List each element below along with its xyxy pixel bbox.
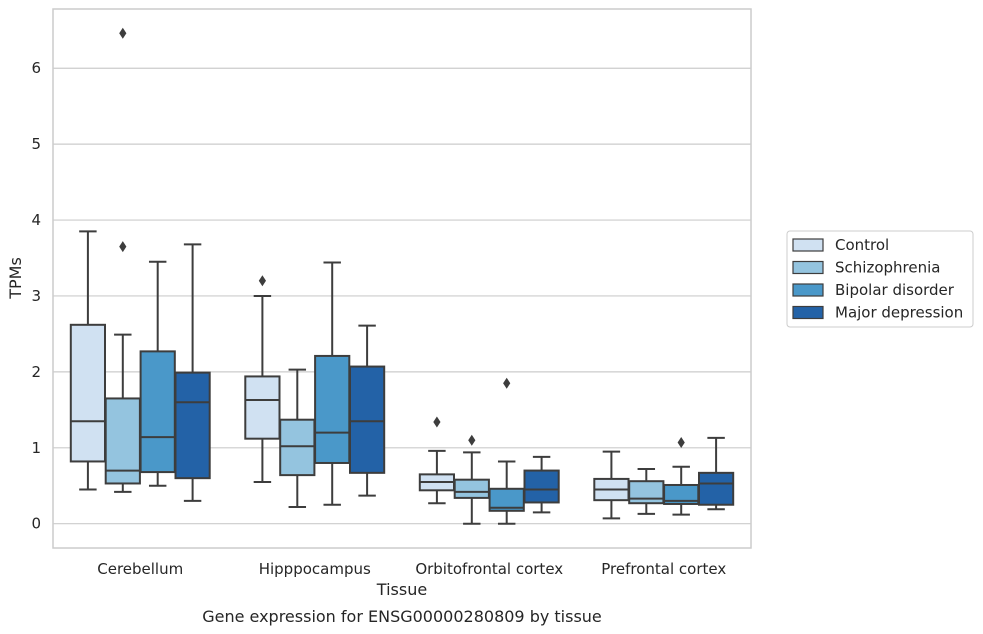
legend-swatch — [792, 305, 824, 320]
box-3-0 — [593, 450, 630, 520]
outlier-point — [468, 434, 476, 446]
outlier-point — [258, 275, 266, 287]
box-3-3 — [697, 436, 735, 511]
boxes-layer — [69, 27, 735, 525]
legend: Control Schizophrenia Bipolar disorder Majo… — [786, 230, 974, 328]
y-tick-label: 5 — [31, 135, 41, 153]
box-1-0 — [244, 275, 281, 483]
box-0-1 — [104, 27, 141, 493]
box-iqr — [279, 418, 316, 477]
x-tick-labels: Cerebellum Hipppocampus Orbitofrontal cort… — [97, 560, 726, 578]
legend-frame — [786, 230, 974, 328]
box-iqr — [174, 371, 211, 480]
box-2-3 — [523, 455, 560, 514]
y-tick-label: 0 — [31, 515, 41, 533]
legend-item: Major depression — [792, 304, 963, 322]
box-iqr — [628, 480, 665, 505]
box-1-2 — [314, 261, 351, 506]
x-tick-label: Prefrontal cortex — [601, 560, 726, 578]
legend-label: Control — [835, 236, 889, 254]
box-3-2 — [663, 436, 700, 516]
box-iqr — [314, 354, 351, 464]
x-axis-label: Tissue — [376, 580, 427, 599]
box-iqr — [348, 365, 386, 474]
chart-caption: Gene expression for ENSG00000280809 by t… — [202, 607, 602, 626]
box-0-2 — [139, 260, 176, 487]
box-iqr — [244, 375, 281, 440]
box-1-1 — [279, 368, 316, 509]
box-iqr — [139, 350, 176, 474]
x-tick-label: Hipppocampus — [259, 560, 371, 578]
y-tick-label: 2 — [31, 363, 41, 381]
legend-label: Schizophrenia — [835, 259, 940, 277]
box-1-3 — [348, 324, 386, 497]
x-tick-label: Cerebellum — [97, 560, 183, 578]
legend-swatch — [792, 260, 824, 275]
box-0-3 — [174, 243, 211, 502]
legend-label: Bipolar disorder — [835, 281, 955, 299]
x-tick-label: Orbitofrontal cortex — [415, 560, 563, 578]
y-tick-label: 3 — [31, 287, 41, 305]
box-iqr — [697, 471, 735, 506]
outlier-point — [433, 416, 441, 428]
legend-swatch — [792, 238, 824, 252]
legend-swatch — [792, 283, 824, 297]
box-iqr — [104, 397, 141, 485]
box-0-0 — [69, 230, 107, 491]
legend-item: Schizophrenia — [792, 259, 940, 277]
box-iqr — [69, 323, 107, 463]
y-tick-labels: 0 1 2 3 4 5 6 — [31, 59, 41, 532]
y-tick-label: 6 — [31, 59, 41, 77]
box-iqr — [523, 469, 560, 504]
legend-item: Control — [792, 236, 889, 254]
box-3-1 — [628, 468, 665, 515]
y-tick-label: 1 — [31, 439, 41, 457]
outlier-point — [119, 27, 127, 39]
legend-label: Major depression — [835, 304, 963, 322]
outlier-point — [119, 241, 127, 253]
box-2-2 — [488, 377, 525, 525]
box-iqr — [453, 478, 490, 499]
outlier-point — [503, 377, 511, 389]
y-tick-label: 4 — [31, 211, 41, 229]
y-axis-label: TPMs — [6, 257, 25, 300]
box-2-0 — [418, 416, 456, 505]
plot-area-frame — [52, 8, 752, 549]
legend-item: Bipolar disorder — [792, 281, 955, 299]
outlier-point — [677, 436, 685, 448]
